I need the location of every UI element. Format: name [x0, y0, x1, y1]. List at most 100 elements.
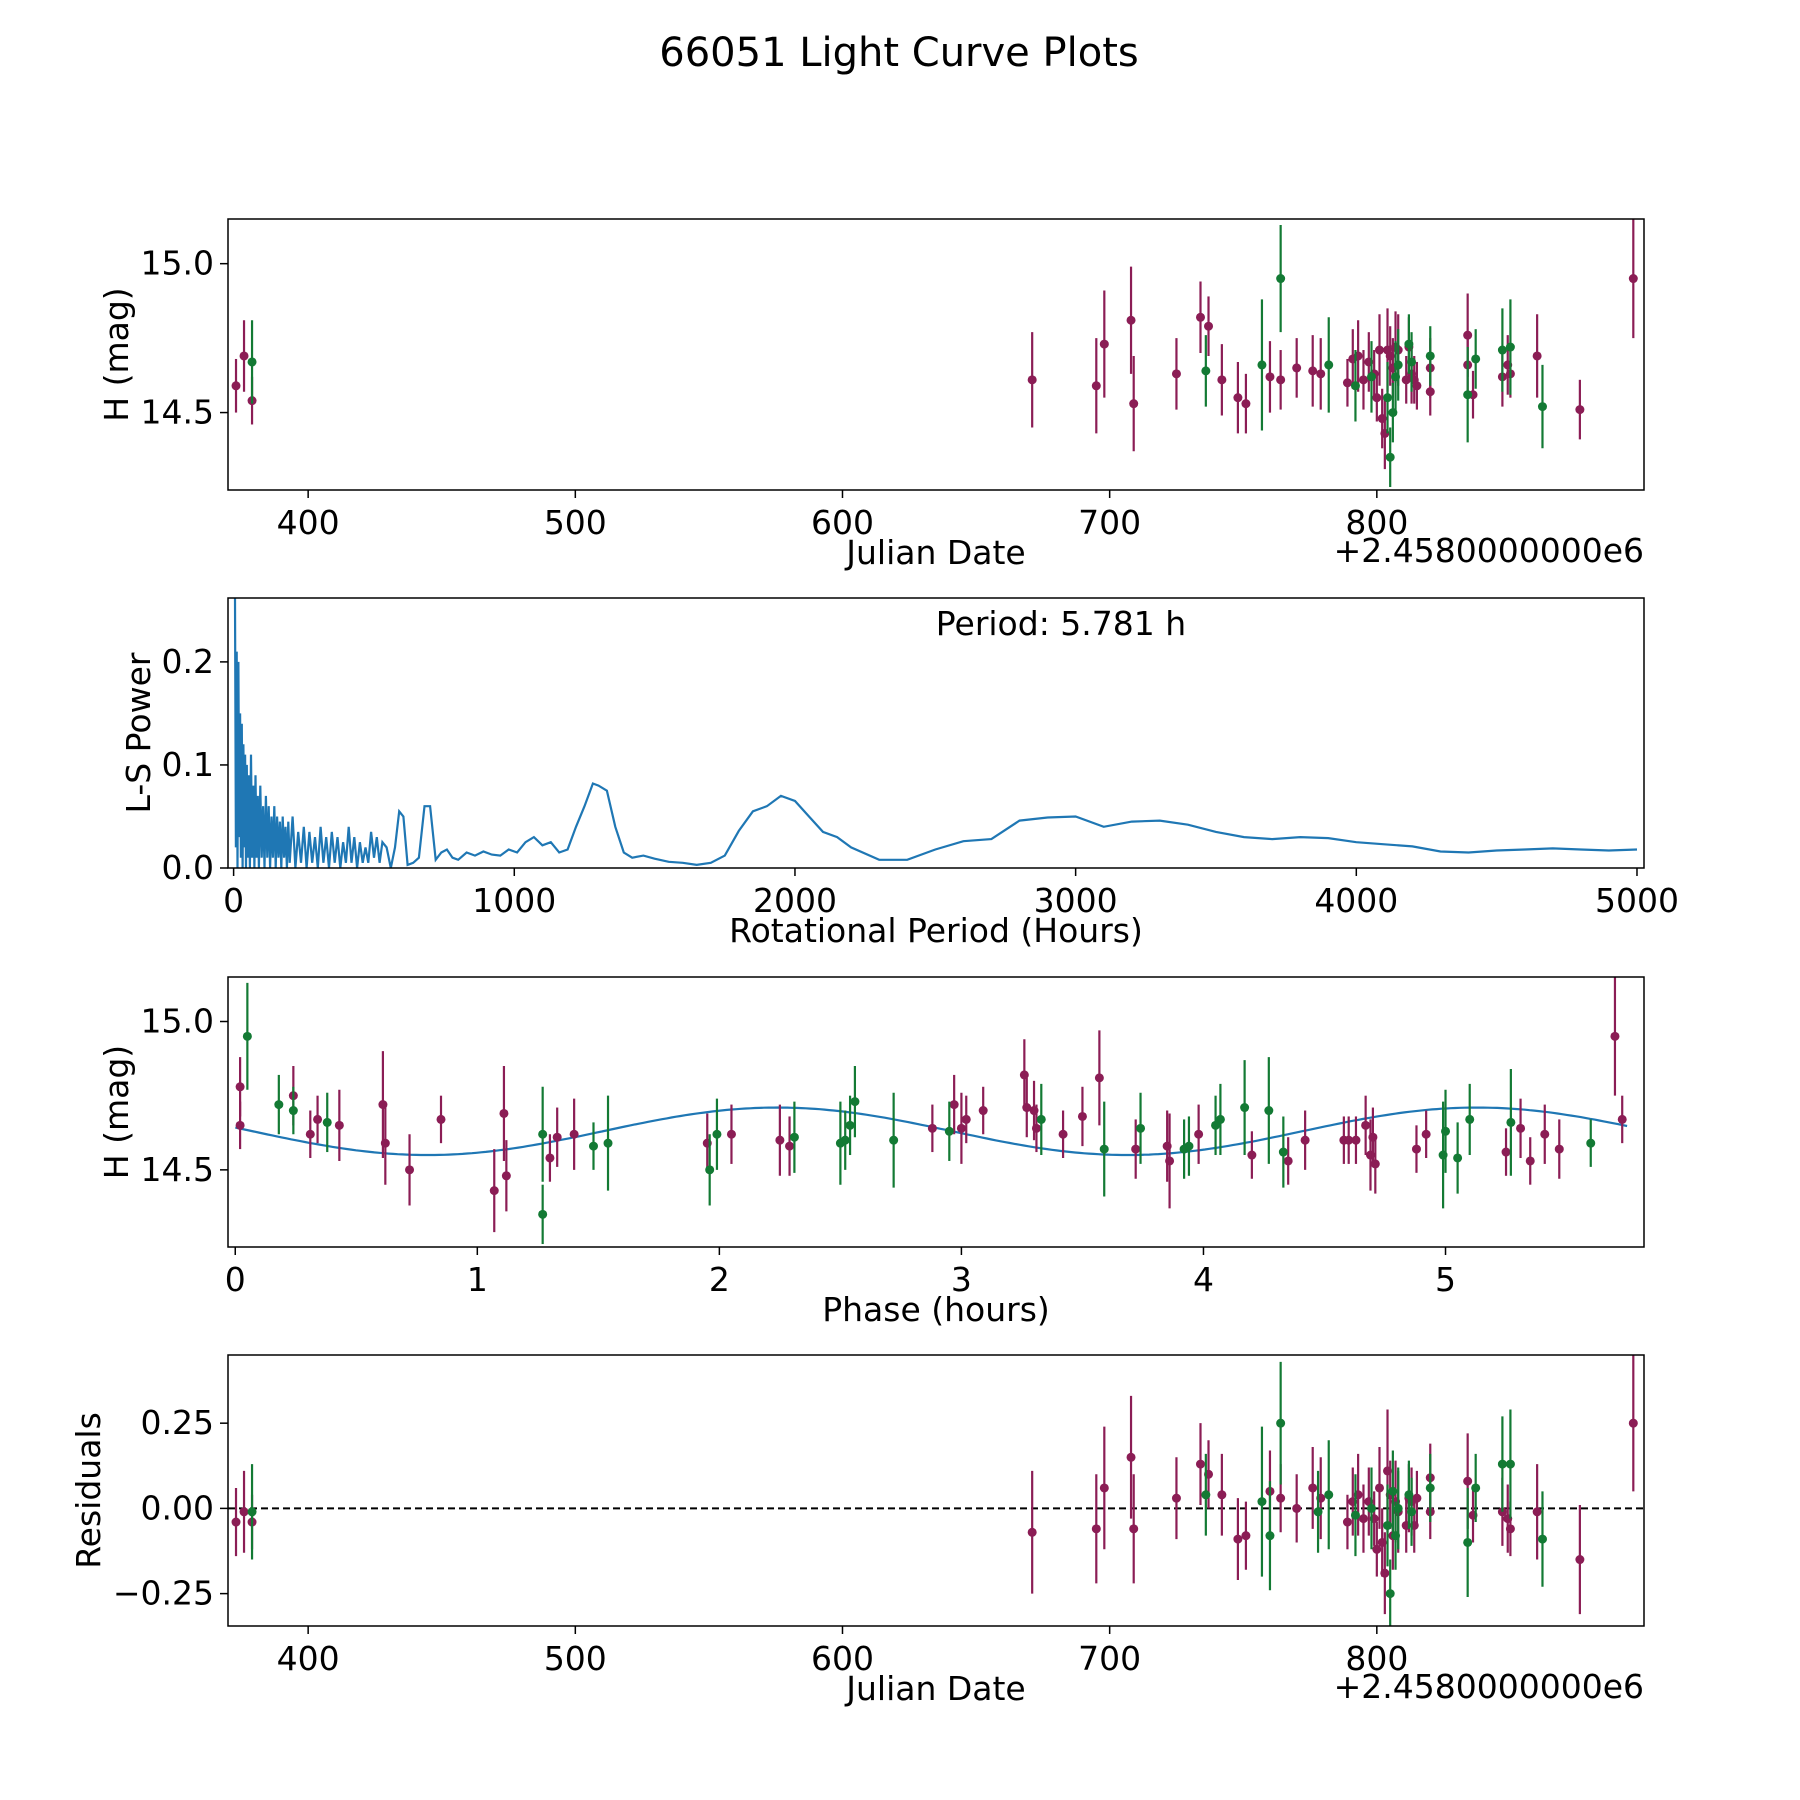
data-point-series_a: [1342, 358, 1352, 407]
data-point-series_a: [978, 1086, 988, 1135]
point-marker: [1617, 1114, 1627, 1124]
y-axis-label: H (mag): [97, 1045, 136, 1179]
data-point-series_a: [1292, 1474, 1302, 1543]
point-marker: [247, 1507, 257, 1517]
point-marker: [1022, 1103, 1032, 1113]
point-marker: [1099, 1483, 1109, 1493]
point-marker: [1412, 1493, 1422, 1503]
point-marker: [1537, 1534, 1547, 1544]
point-marker: [1099, 339, 1109, 349]
point-marker: [588, 1141, 598, 1151]
point-marker: [1201, 366, 1211, 376]
point-marker: [545, 1153, 555, 1163]
x-tick-label: 700: [1078, 1639, 1141, 1678]
data-point-series_a: [436, 1095, 446, 1144]
periodogram-line: [233, 598, 1638, 868]
data-point-series_b: [1425, 326, 1435, 386]
panel-lightcurve: 400 500 600 700 800 14.5 15.0 Julian Date H (mag…: [97, 218, 1645, 572]
data-point-series_a: [1094, 1030, 1104, 1126]
point-marker: [1505, 1459, 1515, 1469]
data-point-series_b: [845, 1095, 855, 1156]
x-tick-label: 500: [544, 503, 607, 542]
point-marker: [1586, 1138, 1596, 1148]
point-marker: [1393, 1503, 1403, 1513]
plot-area-residuals: [228, 1355, 1644, 1626]
point-marker: [1278, 1147, 1288, 1157]
data-point-series_b: [1265, 1481, 1275, 1591]
data-point-series_a: [1372, 373, 1382, 422]
data-point-series_b: [1537, 1491, 1547, 1587]
data-point-series_a: [1099, 1426, 1109, 1550]
panel-residuals: 400 500 600 700 800 −0.25 0.00 0.25 Julian Date R…: [69, 1354, 1645, 1708]
data-point-series_b: [1276, 224, 1286, 333]
axes-frame: [227, 218, 1645, 491]
point-marker: [1525, 1156, 1535, 1166]
point-marker: [1215, 1114, 1225, 1124]
data-point-series_a: [1276, 350, 1286, 410]
point-marker: [313, 1114, 323, 1124]
point-marker: [1380, 1568, 1390, 1578]
point-marker: [1497, 345, 1507, 355]
axes-frame: [227, 976, 1645, 1248]
point-marker: [1425, 1483, 1435, 1493]
data-point-series_a: [1628, 1355, 1638, 1492]
data-point-series_b: [1385, 1559, 1395, 1626]
point-marker: [1129, 1524, 1139, 1534]
data-point-series_a: [927, 1104, 937, 1153]
panel-periodogram: 0 1000 2000 3000 4000 5000 0.0 0.1 0.2 Rotational…: [119, 597, 1679, 950]
data-point-series_a: [1099, 290, 1109, 398]
data-point-series_a: [1532, 314, 1542, 398]
point-marker: [1292, 1503, 1302, 1513]
data-point-series_a: [1358, 350, 1368, 410]
figure-title: 66051 Light Curve Plots: [659, 30, 1138, 76]
data-point-series_a: [1316, 338, 1326, 410]
data-point-series_b: [1324, 317, 1334, 413]
data-point-series_a: [775, 1104, 785, 1176]
y-tick-label: 0.2: [162, 642, 214, 681]
data-point-series_a: [1217, 1453, 1227, 1536]
data-point-series_a: [1308, 1447, 1318, 1529]
point-marker: [1201, 1490, 1211, 1500]
point-marker: [603, 1138, 613, 1148]
point-marker: [274, 1100, 284, 1110]
point-marker: [1516, 1123, 1526, 1133]
point-marker: [1554, 1144, 1564, 1154]
x-tick-label: 400: [277, 1639, 340, 1678]
point-marker: [1388, 1486, 1398, 1496]
x-tick-label: 1: [467, 1260, 488, 1299]
data-point-series_a: [1554, 1119, 1564, 1179]
point-marker: [235, 1082, 245, 1092]
data-point-series_a: [1077, 1086, 1087, 1147]
point-marker: [1099, 1144, 1109, 1154]
data-point-series_b: [1388, 1450, 1398, 1533]
point-marker: [1501, 1147, 1511, 1157]
point-marker: [1276, 274, 1286, 284]
data-point-series_a: [1027, 332, 1037, 428]
data-point-series_b: [889, 1092, 899, 1188]
point-marker: [1195, 312, 1205, 322]
point-marker: [1506, 1117, 1516, 1127]
point-marker: [1351, 1135, 1361, 1145]
plot-area-lightcurve: [231, 219, 1638, 488]
point-marker: [1265, 1531, 1275, 1541]
data-point-series_b: [274, 1074, 284, 1135]
point-marker: [1412, 381, 1422, 391]
data-point-series_b: [1383, 361, 1393, 434]
point-marker: [1265, 372, 1275, 382]
point-marker: [789, 1132, 799, 1142]
x-axis-label: Julian Date: [844, 533, 1026, 572]
data-point-series_b: [1240, 1060, 1250, 1156]
point-marker: [1411, 1144, 1421, 1154]
point-marker: [1453, 1153, 1463, 1163]
data-point-series_b: [322, 1092, 332, 1153]
point-marker: [1385, 1589, 1395, 1599]
data-point-series_b: [1505, 1409, 1515, 1519]
y-tick-label: 15.0: [141, 244, 214, 283]
point-marker: [1264, 1106, 1274, 1116]
data-point-series_b: [1506, 1068, 1516, 1176]
axes-frame: [227, 597, 1645, 869]
point-marker: [1126, 315, 1136, 325]
data-point-series_a: [239, 320, 249, 392]
point-marker: [288, 1106, 298, 1116]
data-point-series_a: [1351, 1116, 1361, 1164]
